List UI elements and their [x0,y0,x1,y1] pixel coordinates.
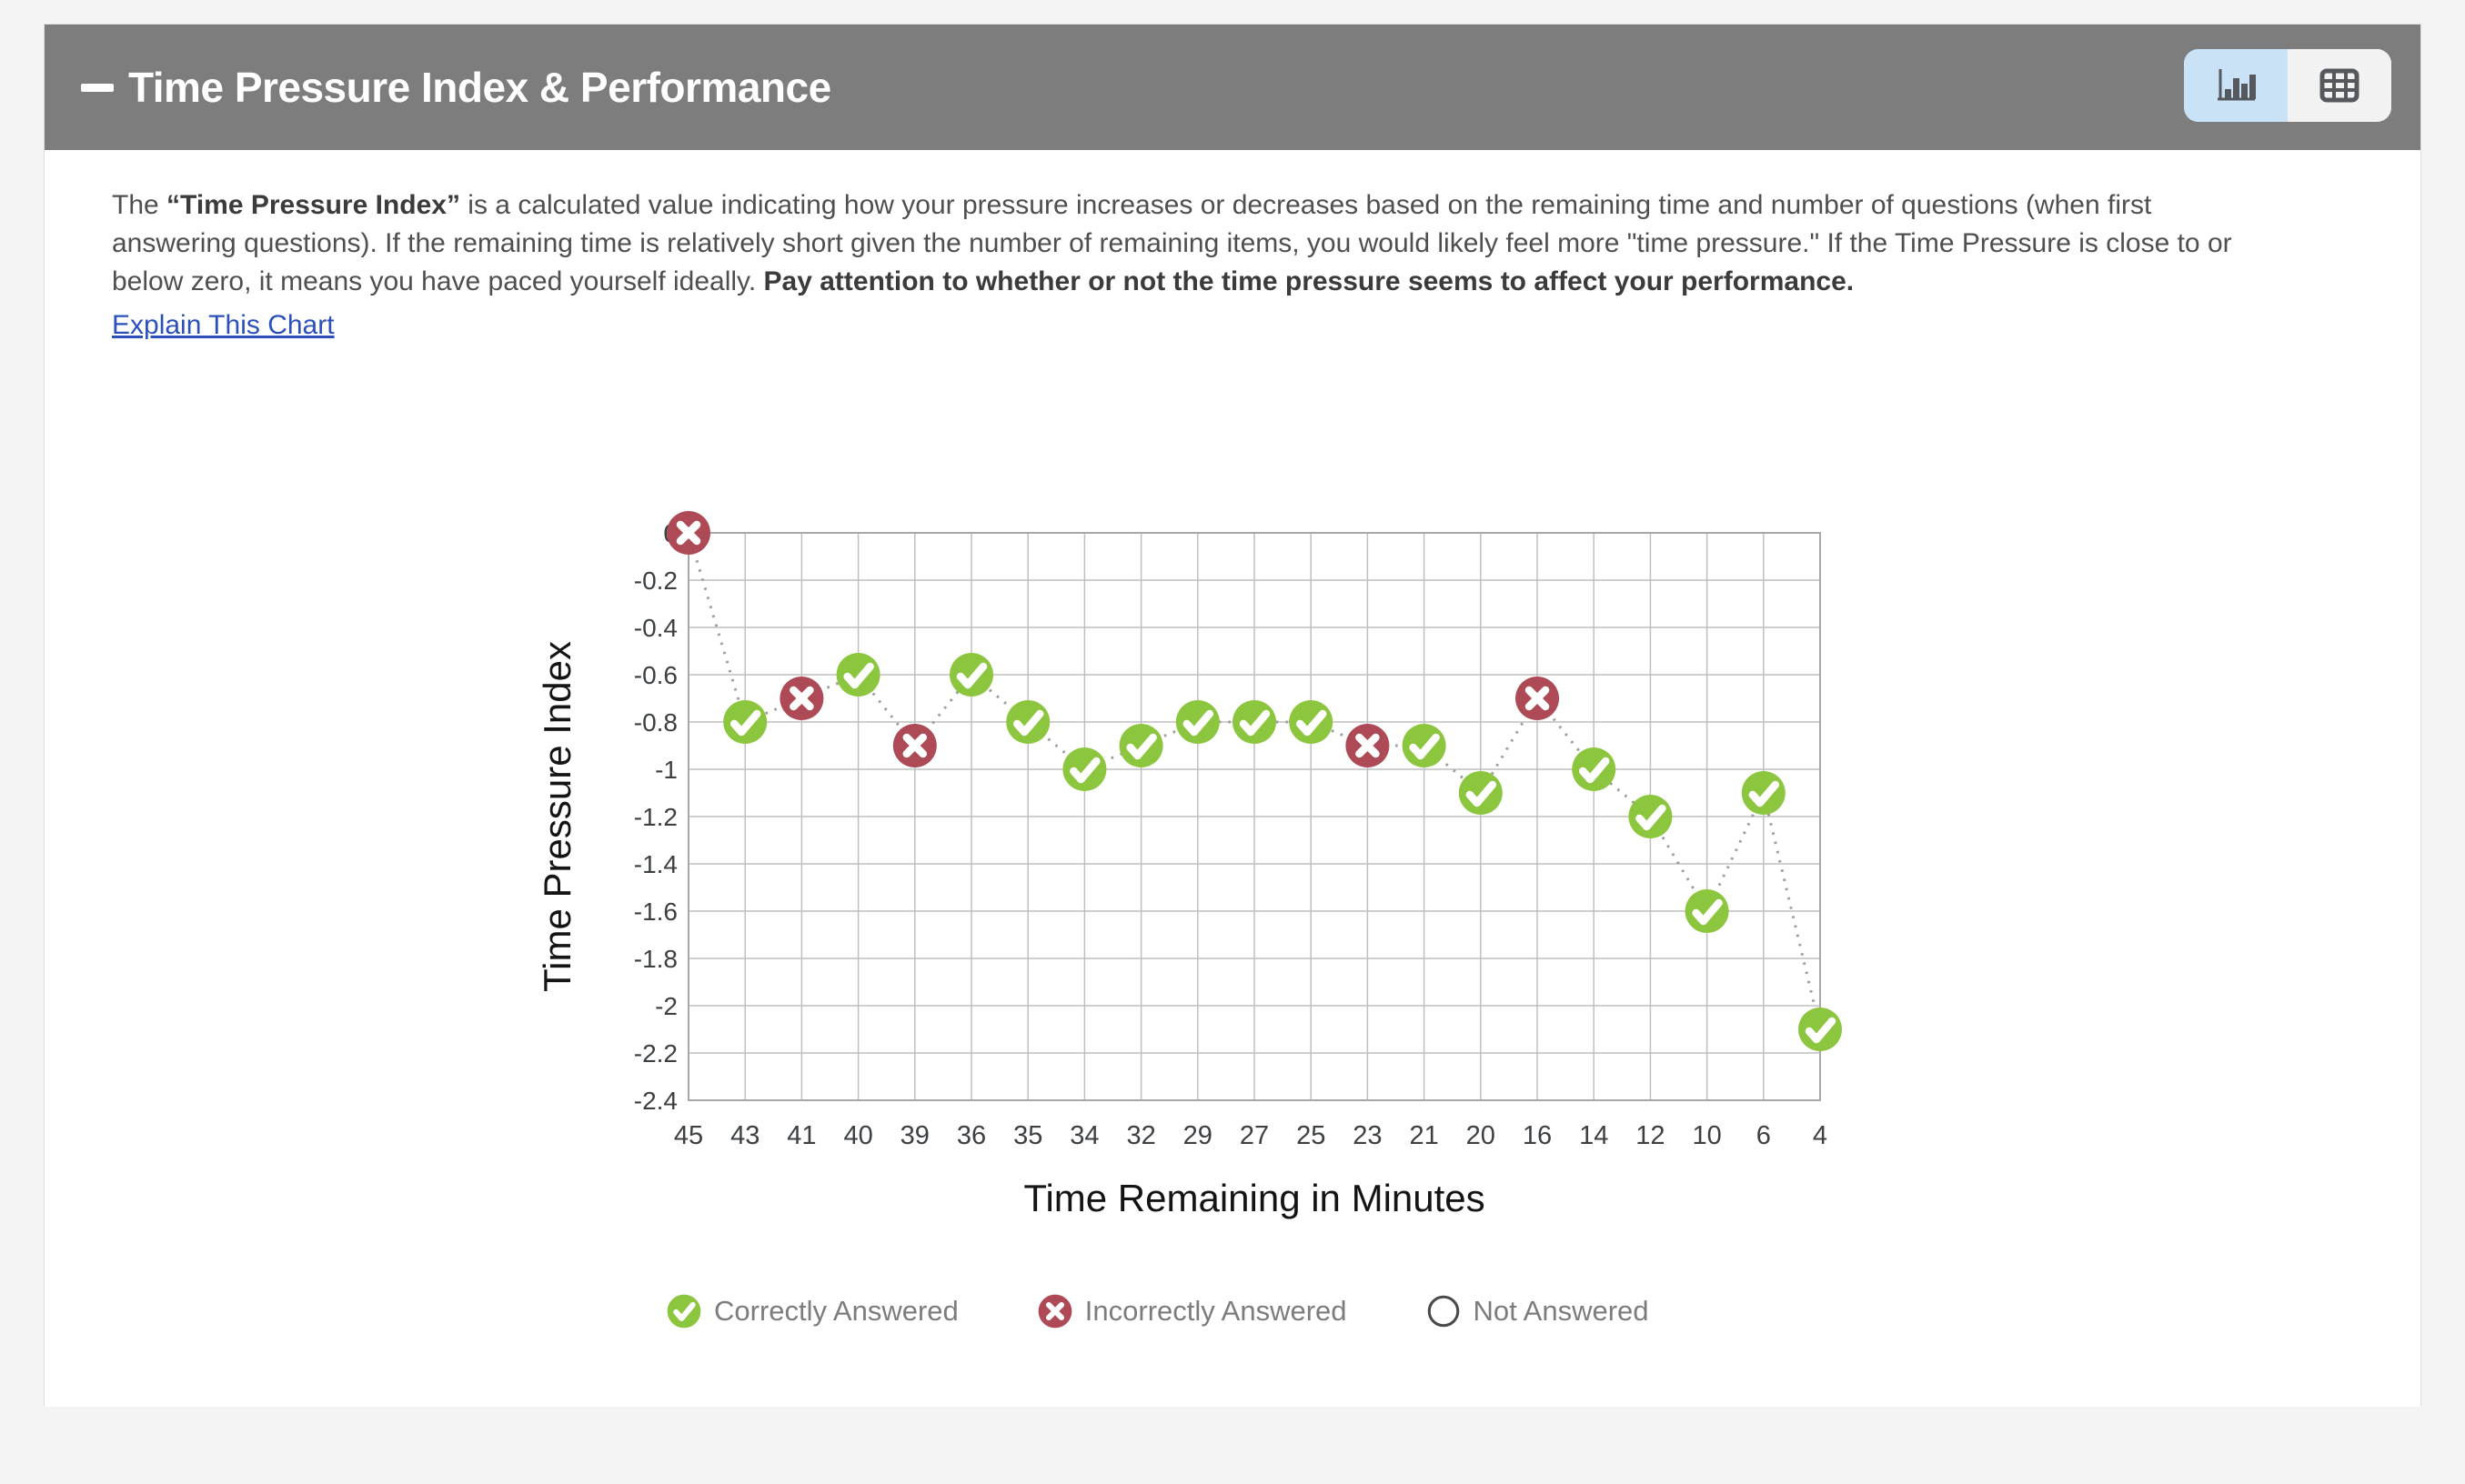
svg-text:-0.6: -0.6 [634,661,678,689]
legend-label: Incorrectly Answered [1084,1295,1347,1327]
svg-text:25: 25 [1296,1121,1325,1150]
data-point-20min-correct [1458,771,1503,815]
svg-text:-0.2: -0.2 [634,567,678,595]
view-toggle [2184,49,2391,122]
description-bold-callout: Pay attention to whether or not the time… [763,266,1855,296]
svg-text:-2.4: -2.4 [634,1087,678,1115]
data-point-21min-correct [1402,724,1446,767]
time-pressure-chart: 0-0.2-0.4-0.6-0.8-1-1.2-1.4-1.6-1.8-2-2.… [536,511,1842,1219]
svg-text:14: 14 [1579,1121,1608,1150]
svg-text:27: 27 [1240,1121,1269,1150]
description-prefix: The [112,190,167,220]
data-point-29min-correct [1175,700,1220,744]
x-tick-labels: 45 43 41 40 39 36 35 34 32 29 27 25 23 21 20 16 14 12 10 6 4 [674,1121,1827,1150]
data-point-25min-correct [1289,700,1333,744]
table-view-button[interactable] [2288,49,2391,122]
data-point-6min-correct [1741,771,1786,815]
svg-text:16: 16 [1523,1121,1552,1150]
plot-border [688,532,1821,1101]
collapse-minus-icon[interactable] [81,83,114,92]
svg-text:-1.2: -1.2 [634,803,678,831]
svg-text:-1.4: -1.4 [634,850,678,878]
svg-text:32: 32 [1126,1121,1155,1150]
panel-title: Time Pressure Index & Performance [128,64,831,111]
y-axis-title: Time Pressure Index [536,641,579,992]
not-answered-marker-icon [1427,1295,1459,1328]
svg-text:-1.6: -1.6 [634,897,678,926]
svg-text:43: 43 [730,1121,760,1150]
data-point-35min-correct [1006,700,1051,744]
svg-text:40: 40 [843,1121,872,1150]
data-point-40min-correct [836,653,880,697]
time-pressure-panel: Time Pressure Index & Performance [44,24,2421,1407]
svg-text:23: 23 [1353,1121,1382,1150]
description-bold-term: “Time Pressure Index” [166,190,460,220]
data-point-43min-correct [723,700,768,744]
explain-chart-link[interactable]: Explain This Chart [112,310,335,340]
svg-text:29: 29 [1183,1121,1212,1150]
legend-item-incorrect: Incorrectly Answered [1036,1292,1347,1330]
chart-view-button[interactable] [2184,49,2288,122]
svg-text:-2: -2 [655,992,678,1020]
svg-text:35: 35 [1013,1121,1042,1150]
svg-text:12: 12 [1635,1121,1665,1150]
svg-text:-0.8: -0.8 [634,708,678,737]
svg-text:10: 10 [1692,1121,1721,1150]
legend-item-not-answered: Not Answered [1424,1292,1649,1330]
data-point-39min-incorrect [892,724,937,767]
svg-text:6: 6 [1756,1121,1771,1150]
panel-body: The “Time Pressure Index” is a calculate… [45,150,2420,1407]
data-point-45min-incorrect [667,511,710,555]
data-point-32min-correct [1119,724,1163,767]
svg-text:-0.4: -0.4 [634,614,678,642]
incorrect-marker-icon [1038,1294,1072,1329]
svg-text:20: 20 [1466,1121,1495,1150]
description-text: The “Time Pressure Index” is a calculate… [112,186,2259,301]
svg-text:4: 4 [1813,1121,1827,1150]
data-point-12min-correct [1628,795,1673,838]
svg-text:39: 39 [900,1121,930,1150]
table-icon [2319,68,2359,103]
data-point-27min-correct [1232,700,1276,744]
data-point-34min-correct [1062,747,1107,791]
description-block: The “Time Pressure Index” is a calculate… [112,186,2259,345]
data-points [667,511,1842,1051]
svg-text:34: 34 [1070,1121,1099,1150]
y-tick-labels: 0-0.2-0.4-0.6-0.8-1-1.2-1.4-1.6-1.8-2-2.… [634,519,678,1115]
svg-text:21: 21 [1409,1121,1438,1150]
data-point-36min-correct [950,653,993,697]
data-point-4min-correct [1798,1008,1842,1051]
legend-label: Not Answered [1473,1295,1649,1327]
svg-text:-1.8: -1.8 [634,945,678,973]
chart-legend: Correctly Answered Incorrectly Answered … [665,1292,1649,1330]
panel-header: Time Pressure Index & Performance [45,25,2420,150]
legend-label: Correctly Answered [714,1295,959,1327]
svg-text:-1: -1 [655,756,678,784]
svg-text:41: 41 [787,1121,816,1150]
correct-marker-icon [667,1294,701,1329]
x-axis-title: Time Remaining in Minutes [1023,1177,1484,1219]
data-point-16min-incorrect [1515,677,1559,720]
legend-item-correct: Correctly Answered [665,1292,959,1330]
svg-text:36: 36 [957,1121,986,1150]
svg-text:45: 45 [674,1121,703,1150]
data-point-10min-correct [1685,889,1729,933]
data-point-14min-correct [1572,747,1616,791]
bar-chart-icon [2218,69,2256,101]
svg-text:-2.2: -2.2 [634,1039,678,1068]
data-point-41min-incorrect [780,677,824,720]
data-point-23min-incorrect [1345,724,1390,767]
description-body: is a calculated value indicating how you… [112,190,2232,296]
